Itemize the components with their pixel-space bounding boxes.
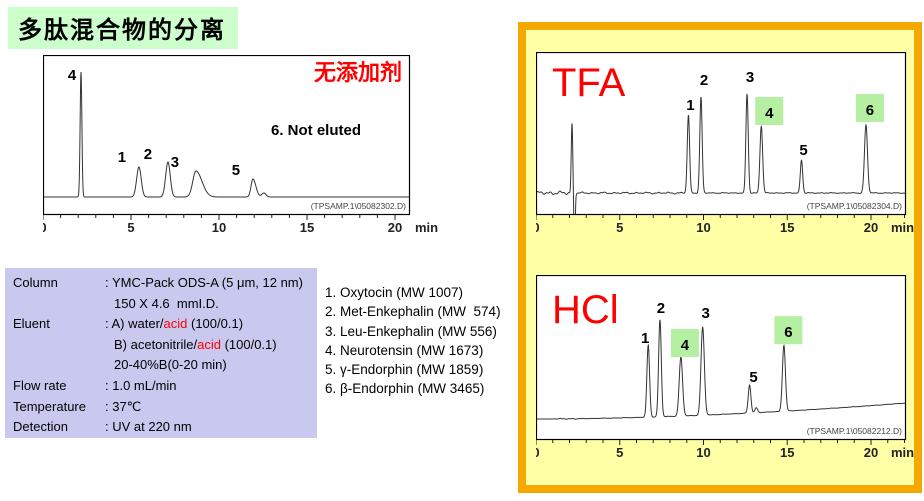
condition-row-column-2: 150 X 4.6 mmI.D. — [5, 294, 317, 315]
condition-value: : A) water/acid (100/0.1) — [105, 316, 244, 332]
file-label: (TPSAMP.1\05082304.D) — [807, 201, 902, 211]
axis-tick-label: 5 — [616, 220, 623, 235]
chromatogram-hcl: 0 5 10 15 20 min (TPSAMP.1\05082212.D) HCl 12 43 5… — [532, 274, 924, 477]
chromatogram-svg-hcl: 0 5 10 15 20 min (TPSAMP.1\05082212.D) HCl 12 43 5… — [532, 274, 914, 460]
condition-row-eluent-2: B) acetonitrile/acid (100/0.1) — [5, 335, 317, 356]
condition-label: Detection — [13, 419, 68, 435]
condition-label: Column — [13, 275, 58, 290]
plot-frame — [535, 51, 907, 216]
not-eluted-note: 6. Not eluted — [271, 122, 361, 139]
peak-label-5: 5 — [232, 162, 240, 179]
chromatogram-tfa: 0 5 10 15 20 min (TPSAMP.1\05082304.D) TFA 12 3 4 5… — [532, 51, 924, 252]
peptide-list: 1. Oxytocin (MW 1007) 2. Met-Enkephalin … — [325, 283, 501, 399]
condition-value: : 37℃ — [105, 398, 142, 414]
axis-tick-label: 15 — [780, 445, 794, 460]
condition-value: B) acetonitrile/acid (100/0.1) — [114, 336, 277, 352]
axis-tick-label: 0 — [536, 220, 540, 235]
condition-row-detection: Detection : UV at 220 nm — [5, 417, 317, 438]
peak-label-2: 2 — [657, 300, 665, 317]
plot-frame — [535, 274, 907, 441]
peak-highlight-box — [855, 94, 884, 122]
peak-label-3: 3 — [746, 69, 754, 86]
signal-trace — [537, 319, 905, 420]
peak-label-2: 2 — [700, 72, 708, 89]
axis-tick-label: 15 — [300, 220, 314, 235]
peak-label-5: 5 — [749, 369, 757, 386]
peak-label-2: 2 — [144, 146, 152, 163]
axis-tick-label: 10 — [696, 220, 710, 235]
condition-row-column: Column : YMC-Pack ODS-A (5 μm, 12 nm) — [5, 273, 317, 294]
condition-row-gradient: 20-40%B(0-20 min) — [5, 355, 317, 376]
peak-label-4: 4 — [765, 105, 774, 122]
peak-label-3: 3 — [171, 154, 179, 171]
peak-label-1: 1 — [641, 330, 649, 347]
axis-tick-label: 5 — [616, 445, 623, 460]
axis-tick-label: 20 — [864, 445, 878, 460]
condition-value: : 1.0 mL/min — [105, 377, 177, 393]
peak-label-6: 6 — [784, 324, 792, 341]
condition-row-eluent: Eluent : A) water/acid (100/0.1) — [5, 314, 317, 335]
peak-label-6: 6 — [866, 102, 874, 119]
axis-tick-label: 10 — [696, 445, 710, 460]
page-title: 多肽混合物的分离 — [8, 7, 238, 49]
condition-annotation: 无添加剂 — [314, 60, 402, 85]
signal-trace — [44, 71, 409, 198]
axis-tick-label: 10 — [212, 220, 226, 235]
peptide-item-3: 3. Leu-Enkephalin (MW 556) — [325, 323, 497, 339]
chromatogram-svg-tfa: 0 5 10 15 20 min (TPSAMP.1\05082304.D) TFA 12 3 4 5… — [532, 51, 914, 235]
axis-tick-label: 0 — [43, 220, 47, 235]
peak-highlight-box — [755, 97, 784, 125]
peptide-item-1: 1. Oxytocin (MW 1007) — [325, 285, 464, 300]
condition-value: 150 X 4.6 mmI.D. — [114, 295, 219, 311]
peak-label-4: 4 — [68, 67, 77, 84]
condition-value: 20-40%B(0-20 min) — [114, 357, 227, 373]
signal-trace — [537, 93, 905, 214]
peptide-item-4: 4. Neurotensin (MW 1673) — [325, 342, 484, 358]
peptide-item-5: 5. γ-Endorphin (MW 1859) — [325, 362, 484, 378]
condition-label: Temperature — [13, 398, 86, 414]
file-label: (TPSAMP.1\05082212.D) — [807, 426, 902, 436]
peak-label-5: 5 — [799, 142, 807, 159]
peak-label-1: 1 — [118, 149, 126, 166]
condition-value: : YMC-Pack ODS-A (5 μm, 12 nm) — [105, 275, 303, 290]
axis-unit-label: min — [415, 220, 438, 235]
peak-highlight-box — [670, 329, 699, 358]
axis-tick-label: 5 — [127, 220, 134, 235]
condition-row-temperature: Temperature : 37℃ — [5, 397, 317, 418]
condition-annotation: TFA — [552, 61, 626, 105]
condition-value: : UV at 220 nm — [105, 419, 192, 435]
peak-label-1: 1 — [686, 97, 694, 114]
conditions-table: Column : YMC-Pack ODS-A (5 μm, 12 nm) 150… — [5, 268, 317, 438]
peak-highlight-box — [774, 316, 803, 345]
condition-annotation: HCl — [552, 288, 619, 332]
axis-tick-label: 15 — [780, 220, 794, 235]
condition-label: Flow rate — [13, 377, 67, 393]
axis-unit-label: min — [891, 445, 914, 460]
file-label: (TPSAMP.1\05082302.D) — [311, 201, 406, 211]
peak-label-4: 4 — [681, 337, 690, 354]
peptide-item-6: 6. β-Endorphin (MW 3465) — [325, 381, 485, 397]
axis-tick-label: 20 — [388, 220, 402, 235]
condition-row-flow-rate: Flow rate : 1.0 mL/min — [5, 376, 317, 397]
axis-unit-label: min — [891, 220, 914, 235]
axis-tick-label: 0 — [536, 445, 540, 460]
plot-frame — [42, 54, 411, 216]
condition-label: Eluent — [13, 316, 50, 332]
peptide-item-2: 2. Met-Enkephalin (MW 574) — [325, 304, 501, 320]
axis-tick-label: 20 — [864, 220, 878, 235]
peak-label-3: 3 — [701, 305, 709, 322]
